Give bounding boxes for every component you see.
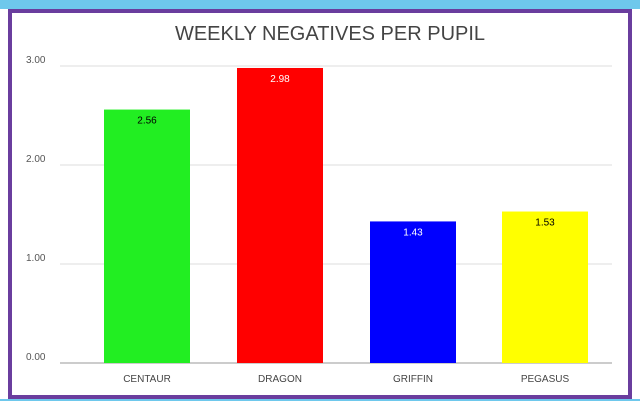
data-label: 2.56 xyxy=(137,116,157,127)
top-band xyxy=(0,0,640,9)
x-category-label: PEGASUS xyxy=(521,374,570,385)
bottom-band xyxy=(0,399,640,401)
y-tick-label: 2.00 xyxy=(26,154,46,165)
data-label: 2.98 xyxy=(270,74,290,85)
bar-dragon xyxy=(237,67,323,363)
data-label: 1.53 xyxy=(535,218,555,229)
x-category-label: GRIFFIN xyxy=(393,374,433,385)
y-tick-label: 3.00 xyxy=(26,55,46,66)
bars: 2.56 2.98 1.43 1.53 xyxy=(104,67,588,363)
x-category-label: CENTAUR xyxy=(123,374,171,385)
x-axis-categories: CENTAUR DRAGON GRIFFIN PEGASUS xyxy=(123,374,569,385)
y-tick-label: 0.00 xyxy=(26,352,46,363)
bar-griffin xyxy=(370,221,456,363)
chart-title: WEEKLY NEGATIVES PER PUPIL xyxy=(175,23,485,45)
y-axis-ticks: 0.00 1.00 2.00 3.00 xyxy=(26,55,46,363)
bar-centaur xyxy=(104,109,190,363)
left-band xyxy=(0,9,8,401)
bar-pegasus xyxy=(502,211,588,363)
y-tick-label: 1.00 xyxy=(26,253,46,264)
data-label: 1.43 xyxy=(403,227,423,238)
x-category-label: DRAGON xyxy=(258,374,302,385)
